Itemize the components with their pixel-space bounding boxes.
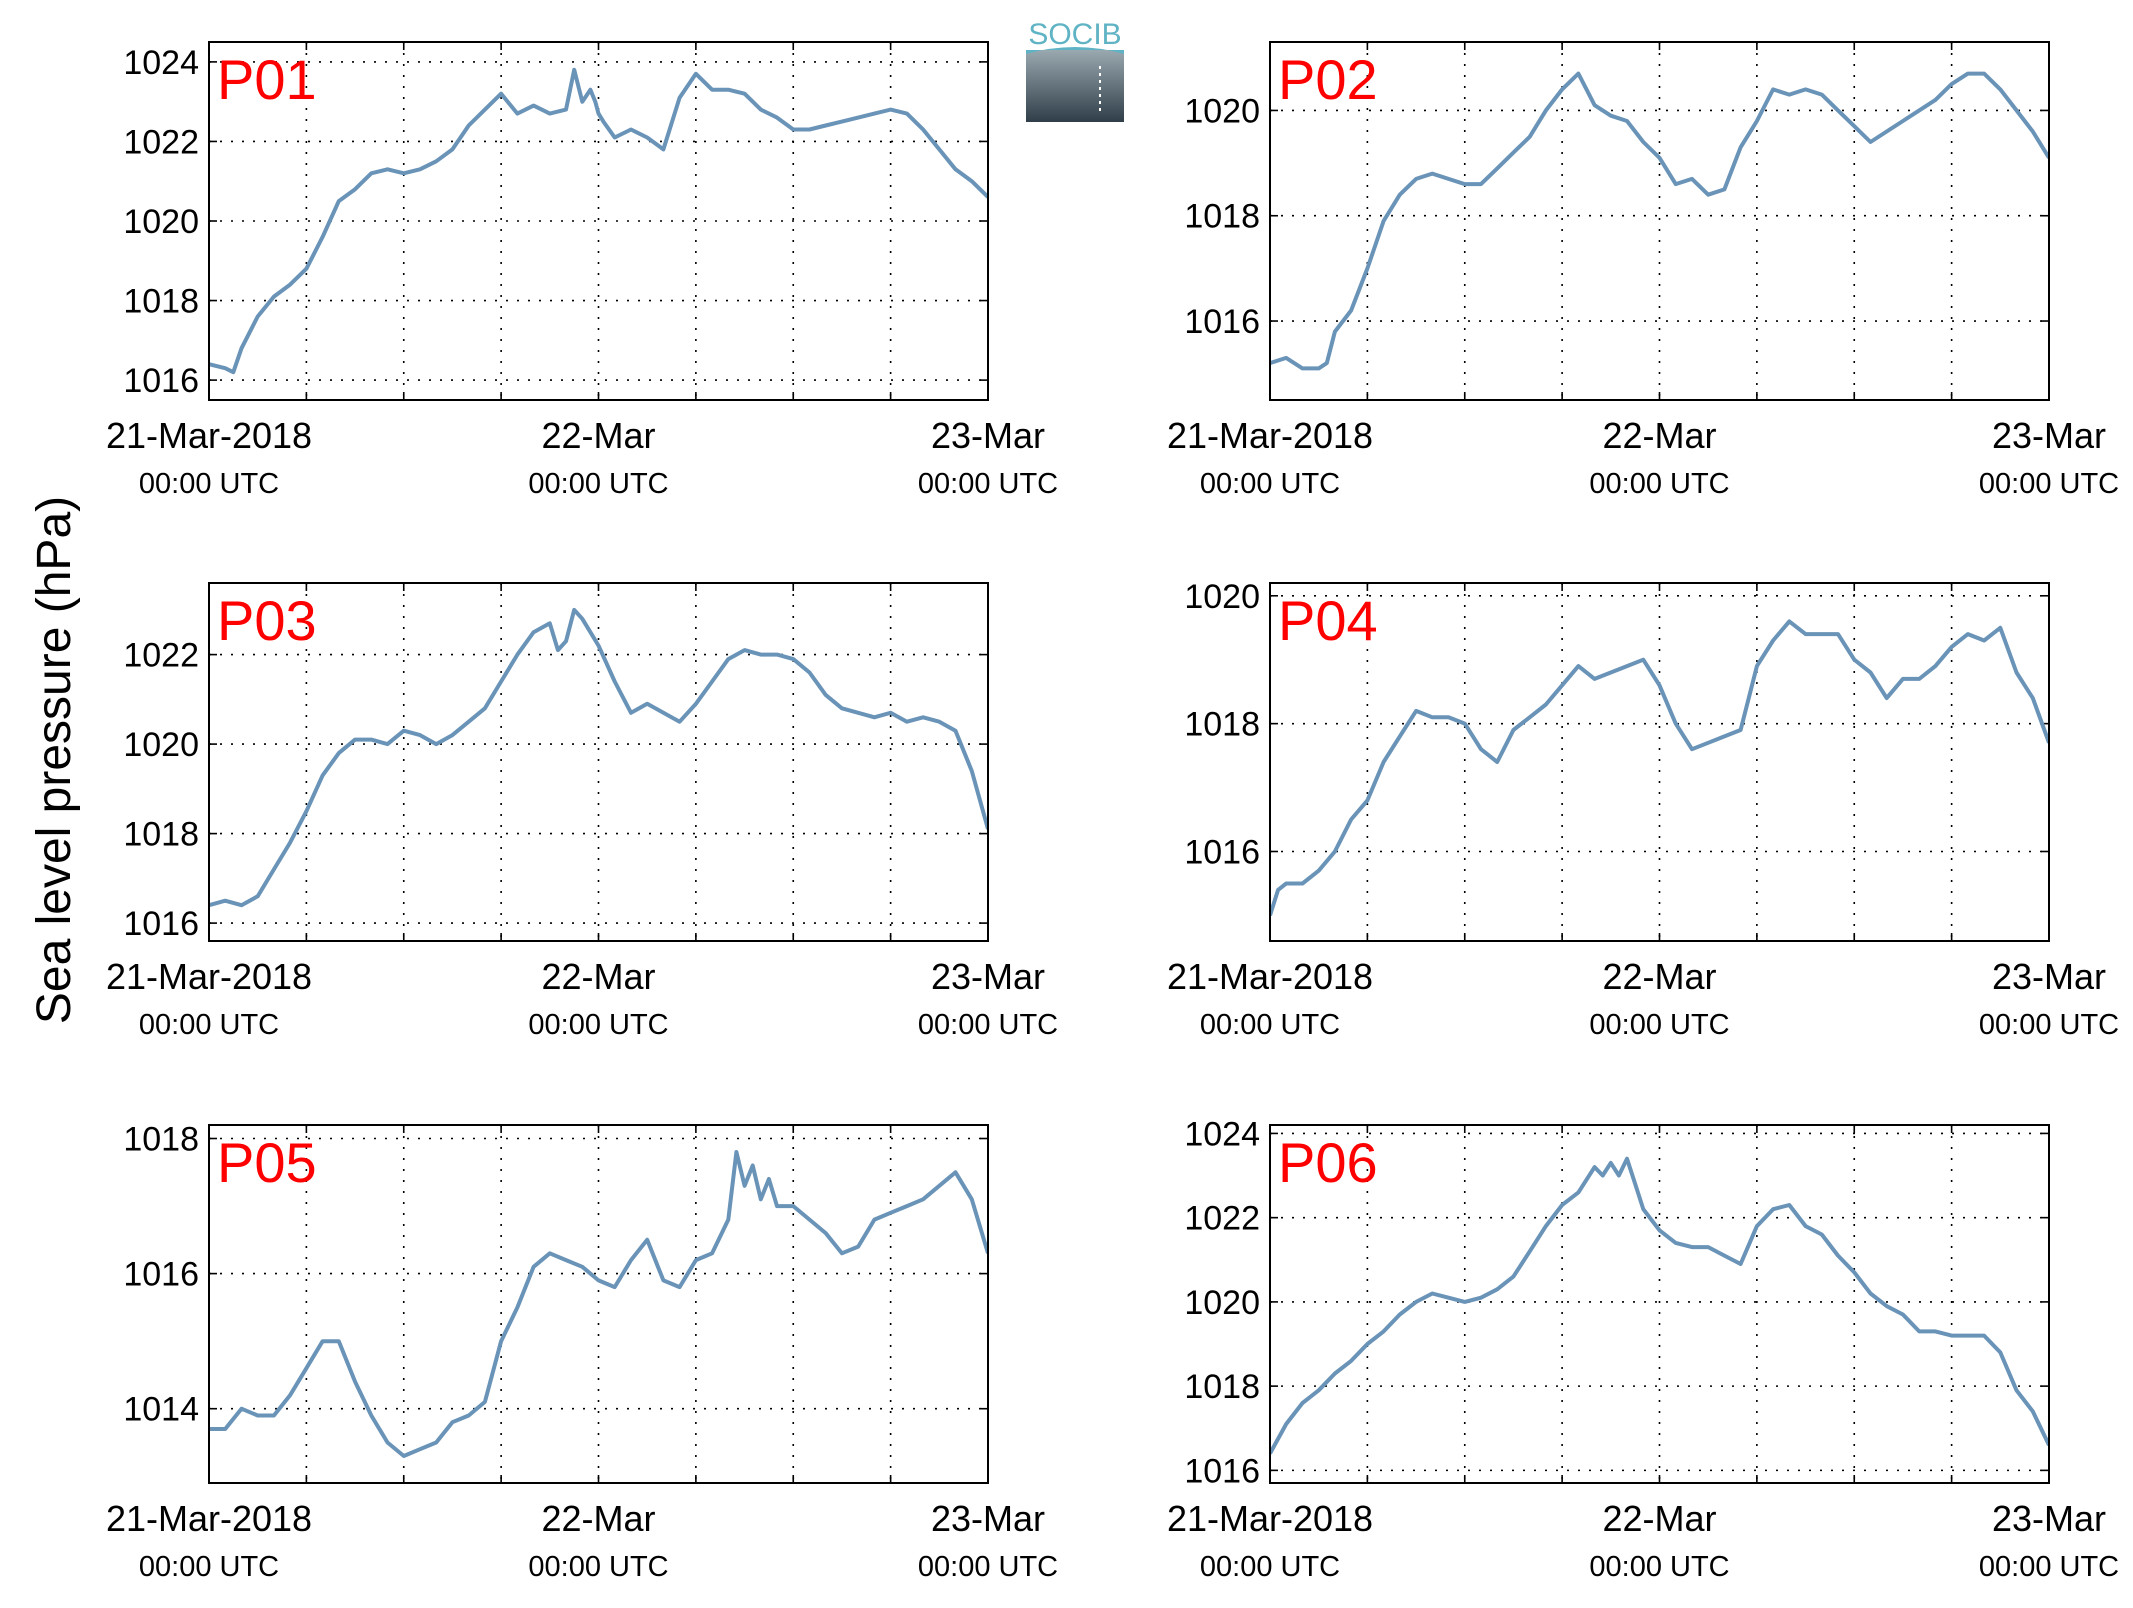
axes-frame <box>208 41 989 401</box>
panel-label: P03 <box>217 589 317 652</box>
series-line-p01 <box>209 67 988 375</box>
y-tick-label: 1016 <box>123 362 199 400</box>
panel-p02: 1016 1018 1020 P02 21-Mar-2018 00:00 UTC 22-Ma… <box>1167 41 2119 500</box>
series-line-p02 <box>1270 71 2049 371</box>
x-tick-label-time: 00:00 UTC <box>1200 1551 1340 1583</box>
panels: 1016 1018 1020 1022 1024 P01 21-Mar-2018 00:00 … <box>106 41 2119 1583</box>
y-tick-label: 1020 <box>1184 1284 1260 1322</box>
axes-frame <box>1269 582 2050 942</box>
y-tick-label: 1016 <box>123 905 199 943</box>
x-tick-label-time: 00:00 UTC <box>528 468 668 500</box>
y-tick-label: 1018 <box>123 283 199 321</box>
series-line-p06 <box>1270 1156 2049 1455</box>
y-tick-label: 1024 <box>123 44 199 82</box>
x-tick-label-time: 00:00 UTC <box>528 1551 668 1583</box>
x-tick-label-time: 00:00 UTC <box>139 1009 279 1041</box>
x-tick-label-date: 21-Mar-2018 <box>106 415 312 456</box>
y-tick-label: 1016 <box>123 1256 199 1294</box>
axes-frame <box>208 1124 989 1484</box>
y-axis-label: Sea level pressure (hPa) <box>28 496 81 1024</box>
y-tick-label: 1018 <box>123 816 199 854</box>
x-tick-label-time: 00:00 UTC <box>1979 468 2119 500</box>
x-tick-label-time: 00:00 UTC <box>1589 1551 1729 1583</box>
x-tick-label-time: 00:00 UTC <box>1589 1009 1729 1041</box>
x-tick-label-time: 00:00 UTC <box>918 1009 1058 1041</box>
x-tick-label-time: 00:00 UTC <box>918 1551 1058 1583</box>
y-tick-label: 1014 <box>123 1391 199 1429</box>
y-tick-label: 1018 <box>1184 1368 1260 1406</box>
panel-label: P05 <box>217 1131 317 1194</box>
panel-label: P02 <box>1278 48 1378 111</box>
y-tick-label: 1016 <box>1184 1452 1260 1490</box>
x-tick-label-date: 23-Mar <box>1992 1498 2106 1539</box>
y-tick-label: 1016 <box>1184 834 1260 872</box>
x-tick-label-time: 00:00 UTC <box>1200 1009 1340 1041</box>
y-tick-label: 1022 <box>1184 1200 1260 1238</box>
series-line-p04 <box>1270 619 2049 917</box>
panel-p04: 1016 1018 1020 P04 21-Mar-2018 00:00 UTC 22-Ma… <box>1167 578 2119 1041</box>
y-tick-label: 1020 <box>123 726 199 764</box>
x-tick-label-date: 22-Mar <box>1602 1498 1716 1539</box>
x-tick-label-date: 21-Mar-2018 <box>106 1498 312 1539</box>
x-tick-label-date: 21-Mar-2018 <box>1167 415 1373 456</box>
x-tick-label-time: 00:00 UTC <box>1979 1551 2119 1583</box>
x-tick-label-date: 23-Mar <box>931 415 1045 456</box>
y-tick-label: 1018 <box>1184 706 1260 744</box>
x-tick-label-time: 00:00 UTC <box>918 468 1058 500</box>
panel-p03: 1016 1018 1020 1022 P03 21-Mar-2018 00:00 UTC 2… <box>106 582 1058 1041</box>
x-tick-label-time: 00:00 UTC <box>139 1551 279 1583</box>
x-tick-label-time: 00:00 UTC <box>1979 1009 2119 1041</box>
y-tick-label: 1016 <box>1184 303 1260 341</box>
panel-label: P04 <box>1278 589 1378 652</box>
axes-frame <box>1269 1124 2050 1484</box>
socib-logo: SOCIB <box>1026 18 1124 122</box>
x-tick-label-date: 23-Mar <box>931 956 1045 997</box>
series-line-p03 <box>209 607 988 908</box>
y-tick-label: 1022 <box>123 637 199 675</box>
x-tick-label-time: 00:00 UTC <box>528 1009 668 1041</box>
y-tick-label: 1020 <box>123 203 199 241</box>
x-tick-label-date: 21-Mar-2018 <box>1167 956 1373 997</box>
x-tick-label-date: 23-Mar <box>1992 956 2106 997</box>
y-tick-label: 1018 <box>1184 198 1260 236</box>
y-tick-label: 1022 <box>123 123 199 161</box>
panel-label: P01 <box>217 48 317 111</box>
axes-frame <box>1269 41 2050 401</box>
x-tick-label-date: 21-Mar-2018 <box>1167 1498 1373 1539</box>
x-tick-label-time: 00:00 UTC <box>1589 468 1729 500</box>
x-tick-label-time: 00:00 UTC <box>139 468 279 500</box>
x-tick-label-date: 23-Mar <box>1992 415 2106 456</box>
x-tick-label-date: 22-Mar <box>541 956 655 997</box>
x-tick-label-time: 00:00 UTC <box>1200 468 1340 500</box>
y-tick-label: 1020 <box>1184 578 1260 616</box>
y-tick-label: 1024 <box>1184 1115 1260 1153</box>
panel-p01: 1016 1018 1020 1022 1024 P01 21-Mar-2018 00:00 … <box>106 41 1058 500</box>
series-line-p05 <box>209 1150 988 1458</box>
socib-logo-block <box>1026 50 1124 122</box>
x-tick-label-date: 22-Mar <box>541 415 655 456</box>
y-tick-label: 1018 <box>123 1121 199 1159</box>
panel-p06: 1016 1018 1020 1022 1024 P06 21-Mar-2018 00:00 … <box>1167 1115 2119 1583</box>
axes-frame <box>208 582 989 942</box>
x-tick-label-date: 23-Mar <box>931 1498 1045 1539</box>
x-tick-label-date: 21-Mar-2018 <box>106 956 312 997</box>
x-tick-label-date: 22-Mar <box>541 1498 655 1539</box>
panel-p05: 1014 1016 1018 P05 21-Mar-2018 00:00 UTC 22-Ma… <box>106 1121 1058 1583</box>
panel-label: P06 <box>1278 1131 1378 1194</box>
x-tick-label-date: 22-Mar <box>1602 415 1716 456</box>
y-tick-label: 1020 <box>1184 92 1260 130</box>
socib-logo-text: SOCIB <box>1028 18 1121 51</box>
x-tick-label-date: 22-Mar <box>1602 956 1716 997</box>
